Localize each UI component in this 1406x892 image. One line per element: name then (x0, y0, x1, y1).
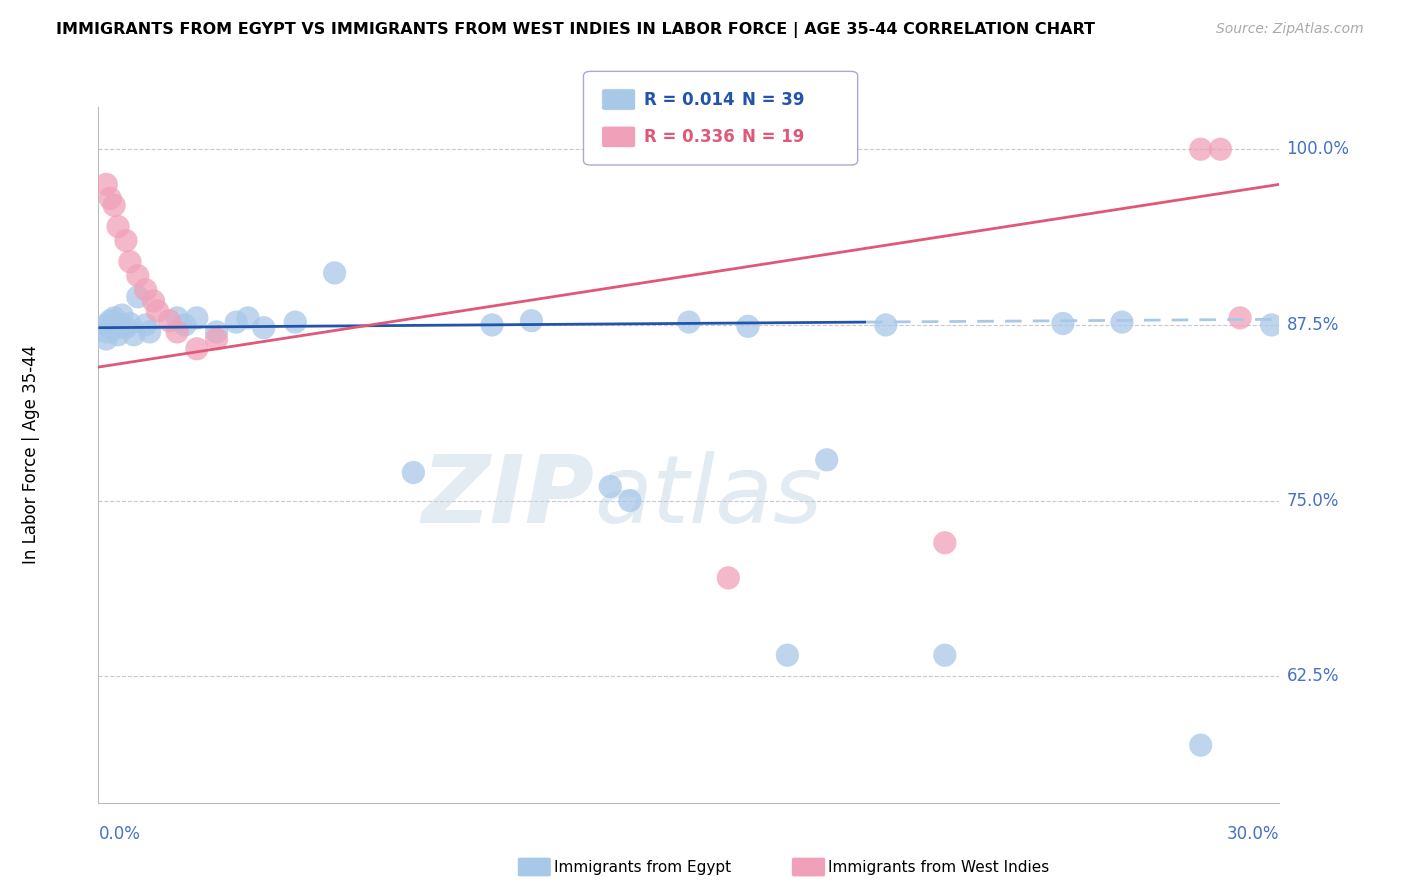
Point (1111, 315, 1133, 329)
Text: IMMIGRANTS FROM EGYPT VS IMMIGRANTS FROM WEST INDIES IN LABOR FORCE | AGE 35-44 : IMMIGRANTS FROM EGYPT VS IMMIGRANTS FROM… (56, 22, 1095, 38)
Text: N = 39: N = 39 (742, 91, 804, 109)
Point (323, 266, 346, 280)
Point (146, 303, 169, 318)
Point (98, 191, 121, 205)
Point (599, 479, 621, 493)
Text: N = 19: N = 19 (742, 128, 804, 145)
Text: 100.0%: 100.0% (1286, 140, 1350, 158)
Point (934, 648, 956, 663)
Point (717, 571, 740, 585)
Text: In Labor Force | Age 35-44: In Labor Force | Age 35-44 (22, 345, 39, 565)
Text: R = 0.014: R = 0.014 (644, 91, 734, 109)
Point (186, 342, 208, 356)
Point (934, 535, 956, 549)
Point (174, 318, 197, 332)
Point (205, 325, 228, 339)
Point (1260, 318, 1282, 332)
Point (103, 310, 125, 325)
Point (107, 327, 129, 342)
Point (107, 219, 129, 234)
Text: atlas: atlas (595, 451, 823, 542)
Point (115, 320, 138, 334)
Point (107, 317, 129, 331)
Point (135, 318, 157, 332)
Point (776, 648, 799, 663)
Point (186, 310, 208, 325)
Point (111, 308, 134, 322)
Point (103, 322, 125, 336)
Point (1052, 317, 1074, 331)
Point (619, 493, 641, 508)
Point (122, 327, 145, 342)
Text: Immigrants from Egypt: Immigrants from Egypt (554, 860, 731, 874)
Point (875, 318, 897, 332)
Text: Source: ZipAtlas.com: Source: ZipAtlas.com (1216, 22, 1364, 37)
Point (103, 198, 125, 212)
Point (236, 310, 259, 325)
Point (166, 310, 188, 325)
Point (118, 254, 141, 268)
Point (142, 293, 165, 308)
Text: 62.5%: 62.5% (1286, 667, 1339, 685)
Point (1209, 142, 1232, 156)
Text: 75.0%: 75.0% (1286, 491, 1339, 509)
Point (520, 314, 543, 328)
Point (157, 314, 180, 328)
Point (118, 317, 141, 331)
Point (253, 320, 276, 334)
Text: Immigrants from West Indies: Immigrants from West Indies (828, 860, 1049, 874)
Point (225, 315, 247, 329)
Text: ZIP: ZIP (422, 450, 595, 542)
Point (166, 325, 188, 339)
Point (1189, 142, 1212, 156)
Point (115, 234, 138, 248)
Point (127, 268, 149, 283)
Point (138, 325, 160, 339)
Point (815, 453, 838, 467)
Point (96, 325, 118, 339)
Point (737, 319, 759, 334)
Point (1189, 738, 1212, 752)
Point (205, 332, 228, 346)
Text: R = 0.336: R = 0.336 (644, 128, 735, 145)
Point (127, 290, 149, 304)
Text: 0.0%: 0.0% (98, 825, 141, 843)
Point (98, 314, 121, 328)
Point (402, 466, 425, 480)
Point (135, 283, 157, 297)
Text: 87.5%: 87.5% (1286, 316, 1339, 334)
Point (481, 318, 503, 332)
Point (96, 318, 118, 332)
Point (284, 315, 307, 329)
Text: 30.0%: 30.0% (1227, 825, 1279, 843)
Point (96, 332, 118, 346)
Point (678, 315, 700, 329)
Point (1229, 310, 1251, 325)
Point (96, 178, 118, 192)
